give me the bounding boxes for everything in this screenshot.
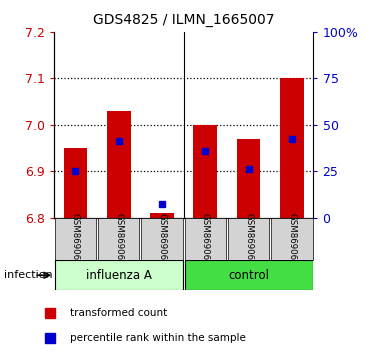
FancyBboxPatch shape	[98, 218, 139, 260]
Bar	[193, 125, 217, 218]
FancyBboxPatch shape	[141, 218, 183, 260]
Text: GSM869065: GSM869065	[71, 213, 80, 265]
Text: GSM869068: GSM869068	[288, 213, 296, 265]
FancyBboxPatch shape	[184, 260, 313, 290]
Title: GDS4825 / ILMN_1665007: GDS4825 / ILMN_1665007	[93, 13, 275, 27]
Bar	[107, 111, 131, 218]
FancyBboxPatch shape	[271, 218, 313, 260]
Text: GSM869066: GSM869066	[244, 213, 253, 265]
Text: GSM869069: GSM869069	[158, 213, 167, 265]
Bar	[237, 139, 260, 218]
Text: control: control	[228, 269, 269, 282]
FancyBboxPatch shape	[55, 260, 183, 290]
Bar	[280, 78, 304, 218]
Text: infection: infection	[4, 270, 52, 280]
Text: GSM869064: GSM869064	[201, 213, 210, 265]
FancyBboxPatch shape	[184, 218, 226, 260]
Text: GSM869067: GSM869067	[114, 213, 123, 265]
Text: transformed count: transformed count	[70, 308, 167, 318]
Text: percentile rank within the sample: percentile rank within the sample	[70, 333, 246, 343]
FancyBboxPatch shape	[228, 218, 269, 260]
Text: influenza A: influenza A	[86, 269, 152, 282]
FancyBboxPatch shape	[55, 218, 96, 260]
Bar	[150, 213, 174, 218]
Bar	[63, 148, 87, 218]
